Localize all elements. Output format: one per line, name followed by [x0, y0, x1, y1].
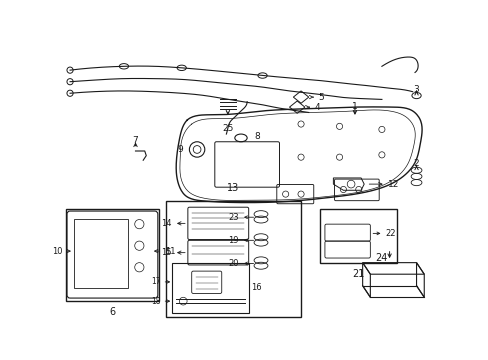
Bar	[166, 201, 301, 316]
Bar	[66, 209, 158, 301]
Bar	[320, 209, 396, 263]
Text: 25: 25	[222, 124, 233, 133]
Bar	[74, 219, 127, 288]
Text: 24: 24	[375, 253, 387, 264]
Text: 13: 13	[227, 183, 239, 193]
Text: 1: 1	[351, 103, 357, 112]
Text: 23: 23	[227, 213, 238, 222]
Text: 19: 19	[228, 236, 238, 245]
Text: 7: 7	[132, 136, 138, 145]
Text: 10: 10	[52, 247, 62, 256]
Text: 21: 21	[352, 269, 364, 279]
Text: 8: 8	[254, 132, 260, 141]
Text: 2: 2	[413, 159, 419, 168]
Text: 17: 17	[151, 278, 161, 287]
Text: 5: 5	[318, 93, 324, 102]
Text: 22: 22	[385, 229, 395, 238]
Text: 16: 16	[250, 283, 261, 292]
Text: 9: 9	[177, 145, 183, 154]
Text: 18: 18	[151, 297, 161, 306]
Text: 11: 11	[164, 247, 175, 256]
Text: 15: 15	[161, 248, 171, 257]
Text: 20: 20	[228, 259, 238, 268]
Bar	[171, 263, 248, 313]
Text: 6: 6	[109, 307, 115, 317]
Text: 14: 14	[161, 219, 171, 228]
Text: 3: 3	[413, 85, 419, 94]
Text: 12: 12	[387, 180, 399, 189]
Text: 4: 4	[314, 103, 320, 112]
